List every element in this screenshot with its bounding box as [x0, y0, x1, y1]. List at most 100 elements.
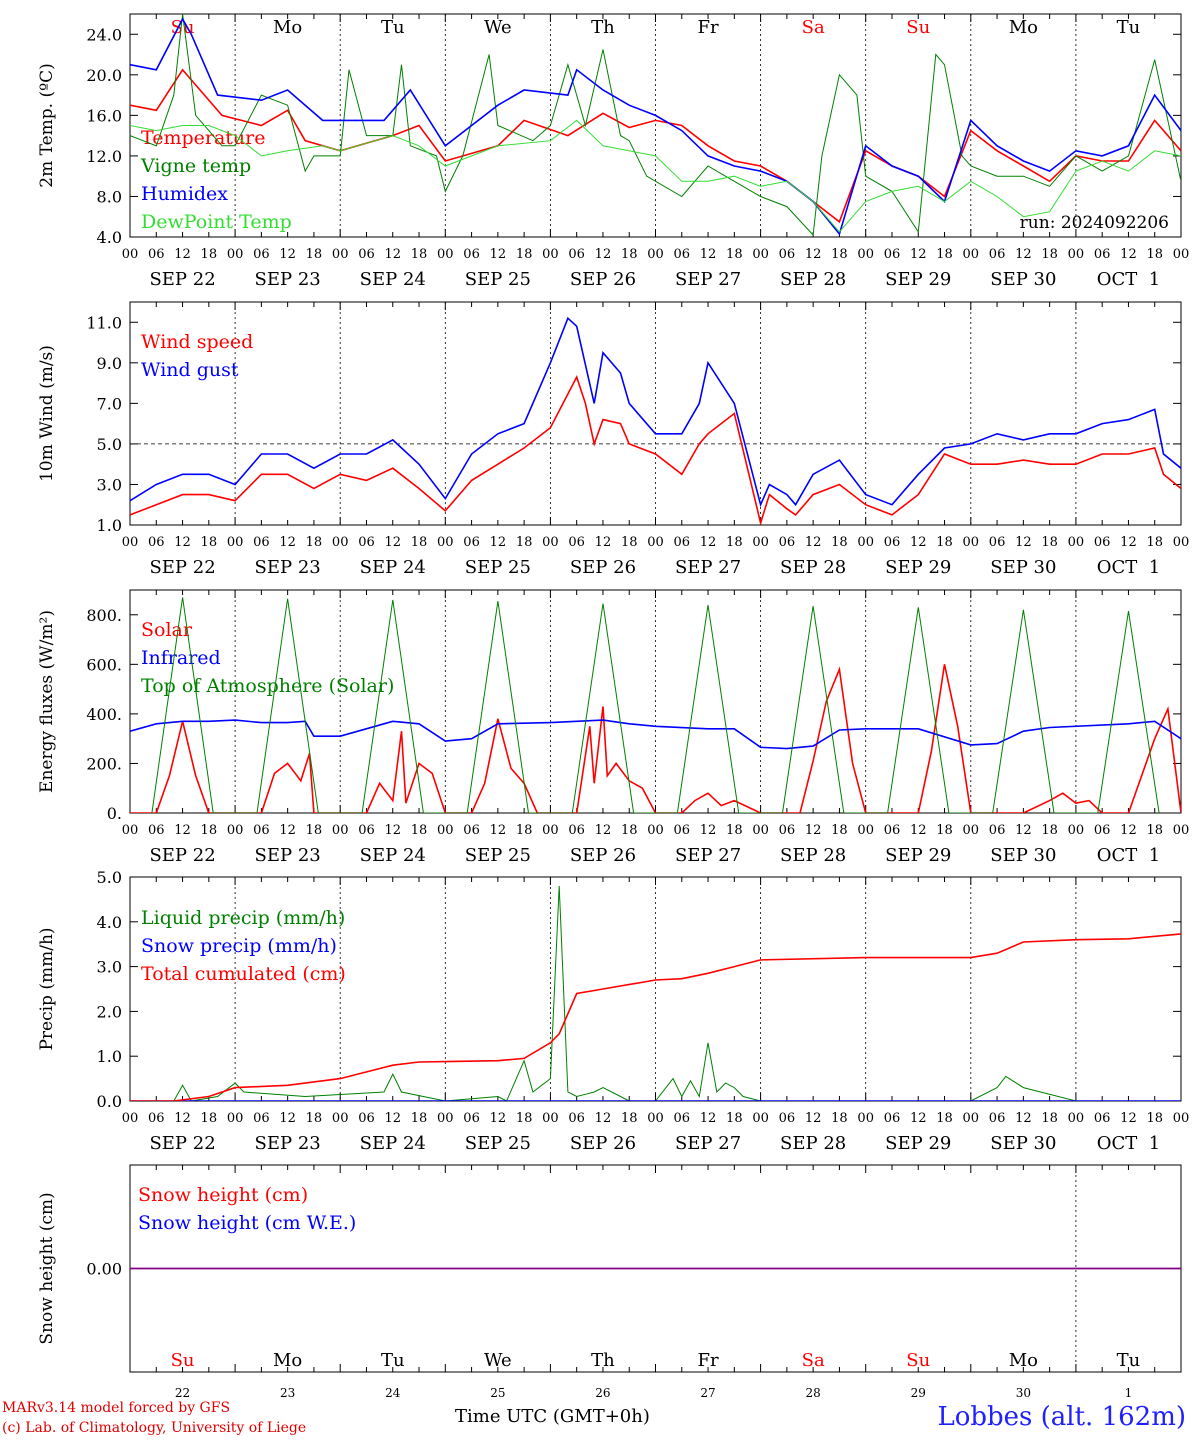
panel-2-hour-label: 18: [306, 535, 323, 550]
panel-4-hour-label: 12: [279, 1111, 296, 1126]
panel-3-hour-label: 18: [306, 823, 323, 838]
panel-1-ytick-label: 8.0: [97, 187, 122, 206]
panel-1-ytick-label: 12.0: [86, 147, 122, 166]
panel-3-hour-label: 12: [700, 823, 717, 838]
panel-4-legend-2: Snow precip (mm/h): [141, 935, 337, 957]
panel-1-day-name: Mo: [273, 17, 302, 38]
panel-4-hour-label-end: 00: [1173, 1111, 1190, 1126]
panel-1-hour-label: 00: [963, 247, 980, 262]
panel-3-hour-label: 06: [1094, 823, 1111, 838]
panel-4-date-label: OCT 1: [1097, 1133, 1160, 1154]
panel-2-hour-label: 00: [332, 535, 349, 550]
panel-1-hour-label: 00: [647, 247, 664, 262]
panel-4-hour-label: 00: [1068, 1111, 1085, 1126]
panel-3-ylabel: Energy fluxes (W/m²): [37, 610, 57, 793]
panel-4-date-label: SEP 28: [780, 1133, 846, 1154]
panel-1-hour-label: 12: [700, 247, 717, 262]
panel-3-ytick-label: 800.: [86, 606, 122, 625]
panel-1-hour-label-end: 00: [1173, 247, 1190, 262]
panel-4-hour-label: 06: [463, 1111, 480, 1126]
panel-4-hour-label: 18: [516, 1111, 533, 1126]
panel-1-hour-label: 00: [1068, 247, 1085, 262]
panel-4-date-label: SEP 27: [675, 1133, 741, 1154]
panel-1-day-name: Th: [591, 17, 615, 38]
panel-2-hour-label: 06: [1094, 535, 1111, 550]
panel-2-hour-label: 06: [358, 535, 375, 550]
panel-1-hour-label: 18: [516, 247, 533, 262]
panel-4-hour-label: 06: [253, 1111, 270, 1126]
panel-4-date-label: SEP 26: [570, 1133, 636, 1154]
panel-2-legend-2: Wind gust: [141, 359, 239, 381]
panel-3-date-label: SEP 30: [990, 845, 1056, 866]
panel-2-hour-label: 00: [857, 535, 874, 550]
panel-4-date-label: SEP 24: [360, 1133, 426, 1154]
panel-4-hour-label: 18: [1146, 1111, 1163, 1126]
panel-2-hour-label: 00: [437, 535, 454, 550]
panel-3-hour-label: 12: [595, 823, 612, 838]
panel-1-hour-label: 06: [989, 247, 1006, 262]
panel-3-hour-label: 12: [805, 823, 822, 838]
panel-4-hour-label: 18: [936, 1111, 953, 1126]
panel-4-series-1-line: [130, 885, 1181, 1101]
panel-2-hour-label: 12: [174, 535, 191, 550]
panel-3-series-2-line: [130, 719, 1181, 750]
panel-4-ytick-label: 4.0: [97, 913, 122, 932]
panel-2-hour-label: 06: [989, 535, 1006, 550]
panel-5-day-number: 27: [700, 1386, 715, 1400]
panel-3-hour-label: 18: [936, 823, 953, 838]
panel-2-hour-label: 12: [279, 535, 296, 550]
panel-2-hour-label: 12: [805, 535, 822, 550]
panel-4-ytick-label: 0.0: [97, 1092, 122, 1111]
panel-2-hour-label: 00: [542, 535, 559, 550]
panel-4-date-label: SEP 29: [885, 1133, 951, 1154]
panel-2-hour-label: 12: [700, 535, 717, 550]
panel-4-hour-label: 18: [201, 1111, 218, 1126]
panel-3-hour-label: 18: [621, 823, 638, 838]
panel-2-hour-label: 00: [647, 535, 664, 550]
panel-4-hour-label: 18: [306, 1111, 323, 1126]
panel-4-hour-label: 18: [831, 1111, 848, 1126]
panel-1-date-label: SEP 23: [255, 269, 321, 290]
panel-1-hour-label: 06: [358, 247, 375, 262]
panel-2-date-label: SEP 30: [990, 557, 1056, 578]
panel-4-legend-1: Liquid precip (mm/h): [141, 907, 345, 929]
panel-4-ytick-label: 2.0: [97, 1002, 122, 1021]
panel-3-date-label: SEP 22: [149, 845, 215, 866]
panel-3-hour-label: 00: [437, 823, 454, 838]
panel-4-hour-label: 06: [674, 1111, 691, 1126]
panel-2-date-label: SEP 25: [465, 557, 531, 578]
panel-5-legend-2: Snow height (cm W.E.): [138, 1212, 356, 1234]
panel-2-hour-label: 06: [674, 535, 691, 550]
panel-4-hour-label: 12: [595, 1111, 612, 1126]
panel-1-date-label: SEP 29: [885, 269, 951, 290]
panel-4-hour-label: 06: [148, 1111, 165, 1126]
panel-2-hour-label: 18: [936, 535, 953, 550]
panel-2-hour-label: 06: [253, 535, 270, 550]
panel-1-hour-label: 06: [674, 247, 691, 262]
panel-2-hour-label: 18: [1146, 535, 1163, 550]
panel-4-hour-label: 00: [647, 1111, 664, 1126]
panel-4-hour-label: 00: [857, 1111, 874, 1126]
panel-1-hour-label: 12: [384, 247, 401, 262]
panel-4-ytick-label: 3.0: [97, 958, 122, 977]
panel-5-day-number: 29: [911, 1386, 926, 1400]
panel-1-day-name: Su: [171, 17, 195, 38]
panel-1-hour-label: 18: [306, 247, 323, 262]
panel-2-hour-label: 00: [963, 535, 980, 550]
panel-2-hour-label: 06: [779, 535, 796, 550]
panel-2-hour-label-end: 00: [1173, 535, 1190, 550]
panel-1-run-annotation: run: 2024092206: [1020, 213, 1169, 233]
panel-2-hour-label: 00: [122, 535, 139, 550]
panel-4-hour-label: 06: [568, 1111, 585, 1126]
panel-3-ytick-label: 400.: [86, 705, 122, 724]
panel-1-hour-label: 00: [542, 247, 559, 262]
panel-1-date-label: SEP 25: [465, 269, 531, 290]
time-axis-label: Time UTC (GMT+0h): [455, 1406, 650, 1427]
panel-1-hour-label: 18: [831, 247, 848, 262]
panel-4-hour-label: 00: [963, 1111, 980, 1126]
panel-4-hour-label: 12: [910, 1111, 927, 1126]
panel-1-hour-label: 00: [752, 247, 769, 262]
panel-1-hour-label: 18: [411, 247, 428, 262]
panel-1-hour-label: 06: [1094, 247, 1111, 262]
